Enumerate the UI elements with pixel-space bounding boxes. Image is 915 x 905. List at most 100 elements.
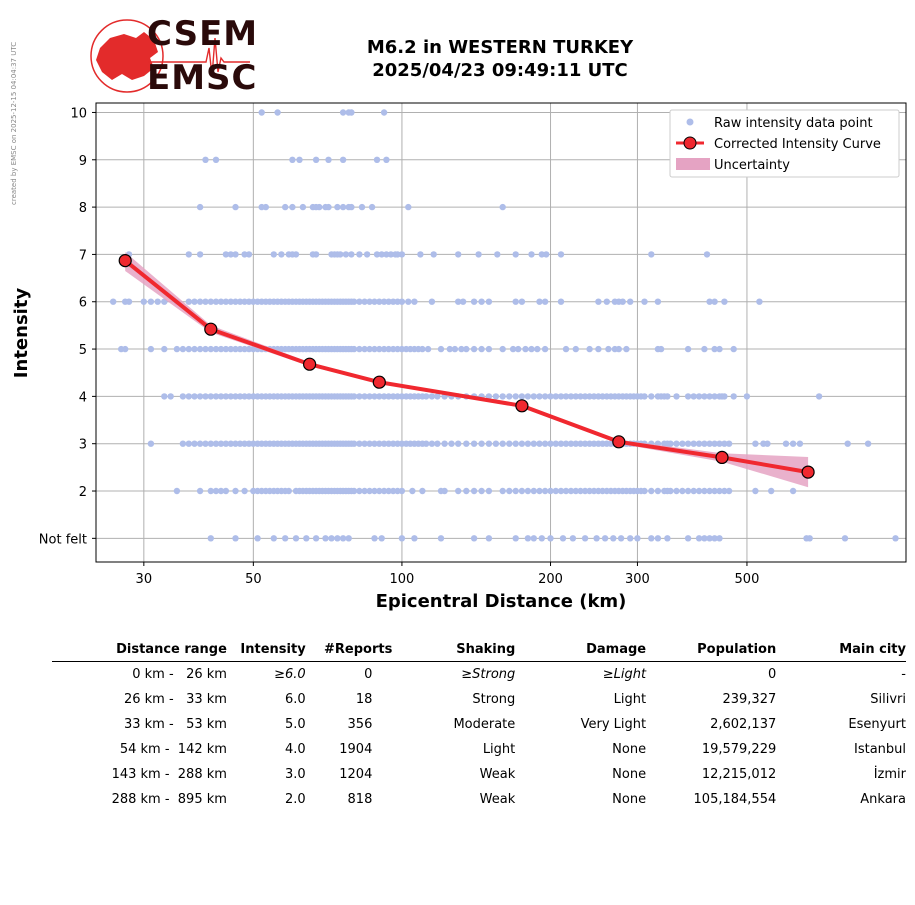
table-cell-population: 105,184,554 [693,792,777,807]
raw-data-point [303,535,310,542]
raw-data-point [405,203,412,211]
raw-data-point [423,440,430,447]
raw-data-point [236,440,244,447]
raw-data-point [356,393,363,400]
table-cell-city: Ankara [860,792,906,807]
raw-data-point [627,298,634,305]
raw-data-point [373,251,381,258]
raw-data-point [648,487,655,495]
raw-data-point [227,393,234,400]
raw-data-point [196,203,204,211]
intensity-distance-chart: 30 50 100 200 300 500 Not felt 2 3 4 5 6 7 8 9 10 Epice… [11,102,907,612]
col-intensity: Intensity [226,640,306,662]
raw-data-point [217,487,225,495]
raw-data-point [334,203,341,211]
raw-data-point [191,440,198,447]
raw-data-point [684,440,692,447]
raw-data-point [325,203,332,211]
raw-data-point [711,345,718,353]
table-row: 143 km - 288 km 3.0 1204 Weak None 12,215,012… [52,762,906,787]
raw-data-point [610,535,617,542]
raw-data-point [191,393,198,400]
raw-data-point [385,345,392,353]
raw-data-point [278,251,285,258]
raw-data-point [437,535,445,542]
raw-data-point [756,298,763,305]
raw-data-point [448,440,455,447]
raw-data-point [463,345,470,353]
table-cell-city: İzmir [873,767,906,782]
raw-data-point [577,440,584,447]
raw-data-point [236,298,244,305]
raw-data-point [716,345,723,353]
raw-data-point [191,345,198,353]
raw-data-point [371,393,378,400]
raw-data-point [711,487,718,495]
raw-data-point [299,203,307,211]
raw-data-point [350,393,358,400]
table-cell-intensity: 6.0 [285,692,306,707]
raw-data-point [581,393,589,400]
raw-data-point [167,393,174,400]
raw-data-point [605,345,612,353]
raw-data-point [572,440,579,447]
raw-data-point [350,440,358,447]
raw-data-point [232,203,239,211]
raw-data-point [577,393,584,400]
y-tick-label: 3 [79,438,87,453]
raw-data-point [641,487,648,495]
raw-data-point [463,440,470,447]
raw-data-point [684,487,692,495]
raw-data-point [478,440,485,447]
raw-data-point [547,487,554,495]
raw-data-point [185,298,192,305]
raw-data-point [844,440,851,447]
raw-data-point [232,298,239,305]
raw-data-point [721,298,728,305]
raw-data-point [706,535,713,542]
raw-data-point [380,440,388,447]
raw-data-point [236,393,244,400]
raw-data-point [470,298,478,305]
raw-data-point [536,440,543,447]
raw-data-point [768,487,775,495]
raw-data-point [325,156,332,163]
chart-subtitle: 2025/04/23 09:49:11 UTC [372,60,628,81]
raw-data-point [217,393,225,400]
raw-data-point [236,345,244,353]
raw-data-point [455,298,462,305]
raw-data-point [499,345,506,353]
raw-data-point [590,440,598,447]
raw-data-point [690,487,697,495]
raw-data-point [312,535,320,542]
raw-data-point [217,440,225,447]
raw-data-point [470,345,478,353]
logo-text-top: CSEM [147,14,259,54]
raw-data-point [434,393,441,400]
raw-data-point [423,393,430,400]
raw-data-point [339,535,347,542]
table-cell-damage: None [612,767,647,782]
raw-data-point [212,393,220,400]
raw-data-point [667,440,674,447]
raw-data-point [147,345,155,353]
raw-data-point [782,440,790,447]
raw-data-point [701,440,708,447]
raw-data-point [398,298,406,305]
raw-data-point [207,298,214,305]
raw-data-point [191,298,198,305]
raw-data-point [241,298,248,305]
raw-data-point [806,535,813,542]
raw-data-point [695,487,703,495]
raw-data-point [541,440,549,447]
table-cell-intensity: 3.0 [285,767,306,782]
table-cell-shaking: Light [482,742,516,757]
raw-data-point [590,393,598,400]
raw-data-point [451,345,459,353]
raw-data-point [316,203,323,211]
raw-data-point [366,345,373,353]
table-cell-intensity: ≥6.0 [274,667,306,682]
raw-data-point [371,440,378,447]
raw-data-point [547,440,554,447]
raw-data-point [478,487,485,495]
